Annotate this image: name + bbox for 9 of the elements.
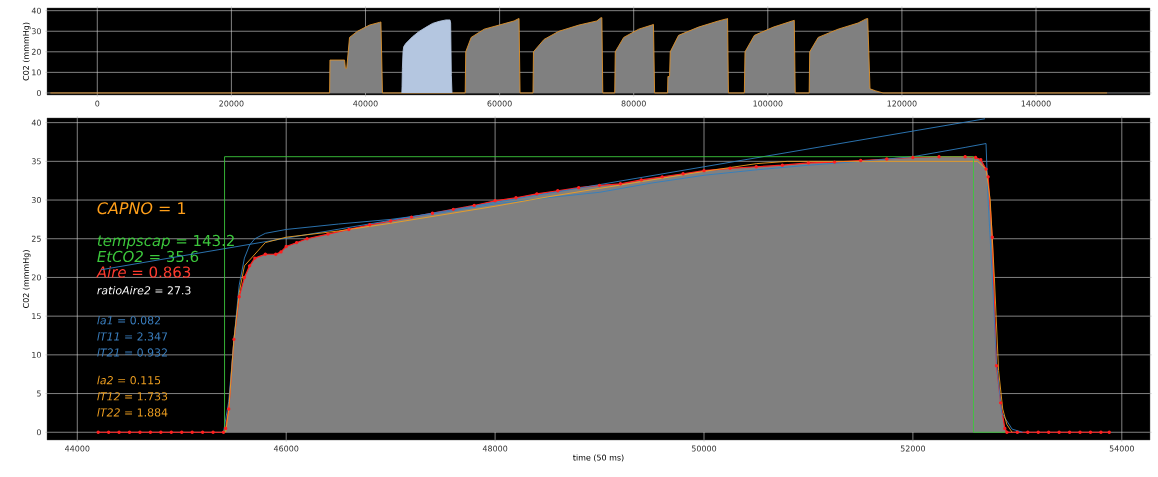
annotation: ratioAire2 = 27.3 (97, 286, 191, 295)
annotation: Aire = 0.863 (96, 266, 191, 278)
annotation: lT12 = 1.733 (97, 391, 168, 401)
annotation: lT22 = 1.884 (97, 408, 168, 417)
annotation: la1 = 0.082 (97, 315, 160, 325)
annotation: lT21 = 0.932 (97, 348, 167, 357)
annotation: la2 = 0.115 (97, 375, 161, 385)
annotation: lT11 = 2.347 (97, 332, 168, 341)
annotation: CAPNO = 1 (97, 202, 186, 215)
